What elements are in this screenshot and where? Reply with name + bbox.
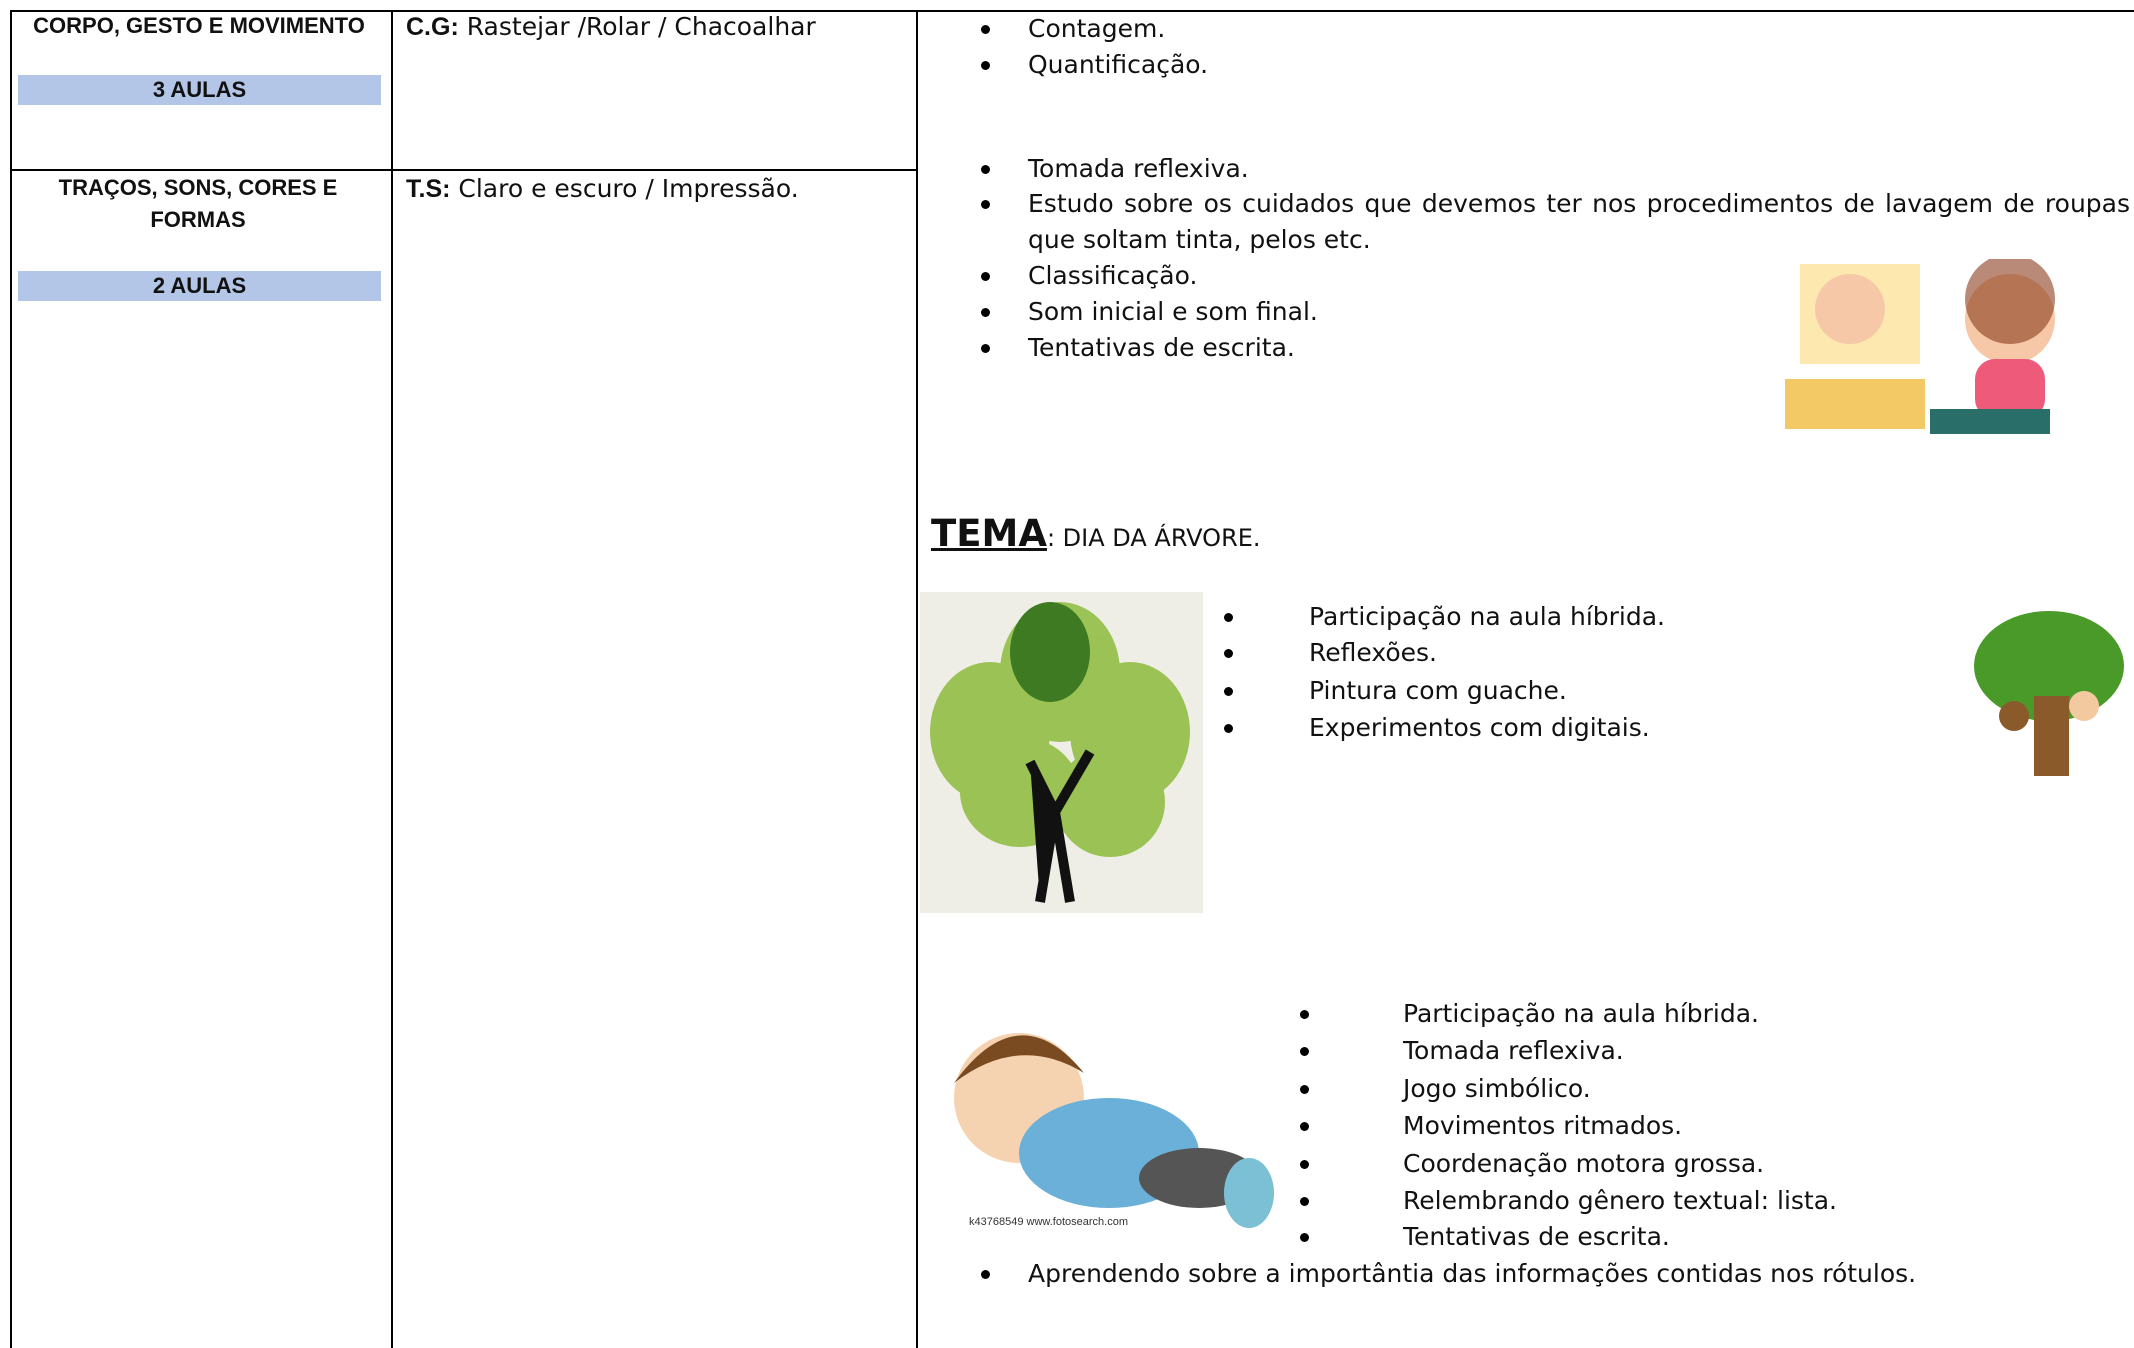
- bullet: [981, 1270, 990, 1279]
- bullet: [1224, 687, 1233, 696]
- bullet: [1300, 1160, 1309, 1169]
- list-item: Estudo sobre os cuidados que devemos ter…: [1028, 189, 2130, 254]
- bullet: [981, 200, 990, 209]
- list-item: Jogo simbólico.: [1403, 1074, 1591, 1103]
- list-item: Classificação.: [1028, 261, 1198, 290]
- bullet: [981, 165, 990, 174]
- list-item: Som inicial e som final.: [1028, 297, 1318, 326]
- list-item: Tomada reflexiva.: [1028, 154, 1249, 183]
- row-title: CORPO, GESTO E MOVIMENTO: [33, 13, 365, 38]
- bullet: [1300, 1047, 1309, 1056]
- tema: TEMA: DIA DA ÁRVORE.: [931, 512, 1261, 555]
- list-item: Coordenação motora grossa.: [1403, 1149, 1765, 1178]
- bullet: [981, 61, 990, 70]
- bullet: [1300, 1085, 1309, 1094]
- border-col: [916, 10, 918, 1348]
- list-item: Quantificação.: [1028, 50, 1209, 79]
- list-item: Aprendendo sobre a importântia das infor…: [1028, 1259, 1917, 1288]
- crawling-boy-image: k43768549 www.fotosearch.com: [949, 1003, 1279, 1241]
- cell-text: T.S: Claro e escuro / Impressão.: [406, 171, 799, 207]
- bullet: [981, 25, 990, 34]
- row-aulas: 2 AULAS: [18, 271, 381, 301]
- list-item: Participação na aula híbrida.: [1403, 999, 1759, 1028]
- row-aulas: 3 AULAS: [18, 75, 381, 105]
- list-item: Tentativas de escrita.: [1028, 333, 1295, 362]
- image-caption: k43768549 www.fotosearch.com: [969, 1216, 1128, 1228]
- bullet: [1300, 1122, 1309, 1131]
- bullet: [981, 272, 990, 281]
- list-item: Reflexões.: [1309, 638, 1437, 667]
- bullet: [981, 344, 990, 353]
- writing-child-image: [1785, 259, 2055, 434]
- border-left: [10, 10, 12, 1348]
- bullet: [1224, 613, 1233, 622]
- border-row: [10, 169, 918, 171]
- tema-label: TEMA: [931, 512, 1047, 555]
- border-top: [10, 10, 2134, 12]
- label: T.S:: [406, 175, 451, 203]
- list-item: Experimentos com digitais.: [1309, 713, 1650, 742]
- bullet: [1224, 724, 1233, 733]
- text: Rastejar /Rolar / Chacoalhar: [458, 12, 816, 41]
- list-item: Contagem.: [1028, 14, 1166, 43]
- cell-text: C.G: Rastejar /Rolar / Chacoalhar: [406, 9, 816, 45]
- list-item: Participação na aula híbrida.: [1309, 602, 1665, 631]
- list-item: Movimentos ritmados.: [1403, 1111, 1683, 1140]
- list-item: Tentativas de escrita.: [1403, 1222, 1670, 1251]
- tree-hug-image: [1974, 611, 2124, 776]
- text: Claro e escuro / Impressão.: [450, 174, 799, 203]
- bullet: [1300, 1197, 1309, 1206]
- bullet: [981, 308, 990, 317]
- list-item: Relembrando gênero textual: lista.: [1403, 1186, 1837, 1215]
- list-item: Tomada reflexiva.: [1403, 1036, 1624, 1065]
- tema-text: : DIA DA ÁRVORE.: [1046, 524, 1261, 552]
- bullet: [1224, 649, 1233, 658]
- border-col: [391, 10, 393, 1348]
- bullet: [1300, 1010, 1309, 1019]
- list-item: Pintura com guache.: [1309, 676, 1567, 705]
- label: C.G:: [406, 13, 459, 41]
- tree-image: [920, 592, 1203, 913]
- bullet: [1300, 1233, 1309, 1242]
- row-title: TRAÇOS, SONS, CORES E FORMAS: [58, 175, 338, 232]
